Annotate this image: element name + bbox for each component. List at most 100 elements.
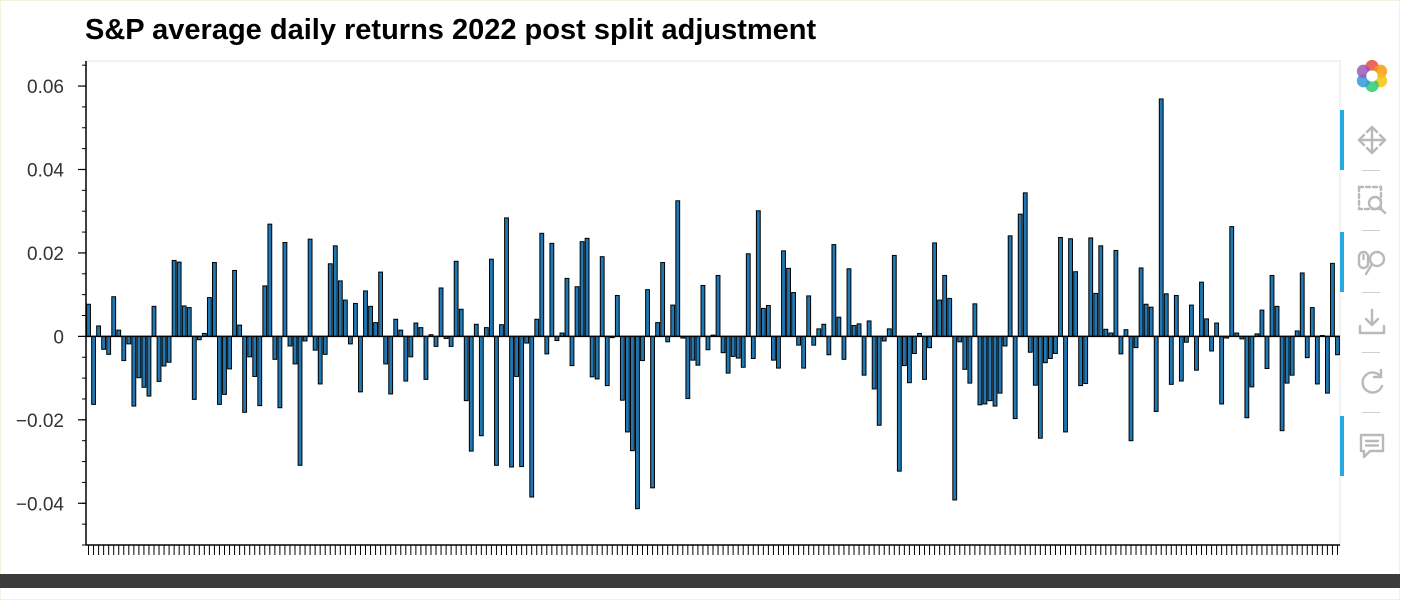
bar[interactable] [539,232,545,337]
bar[interactable] [413,322,419,337]
bar[interactable] [1299,272,1305,337]
box-zoom-icon[interactable] [1354,182,1390,218]
bar[interactable] [992,335,998,407]
bar[interactable] [675,200,681,337]
bar[interactable] [564,277,570,337]
bar[interactable] [186,307,192,337]
bar[interactable] [1088,237,1094,337]
bar[interactable] [982,335,988,405]
bar[interactable] [821,323,827,337]
bar[interactable] [116,329,122,337]
bar[interactable] [212,262,217,337]
bar[interactable] [1194,335,1199,371]
bar[interactable] [806,295,812,337]
bar[interactable] [237,324,243,337]
bar[interactable] [962,335,968,370]
bar[interactable] [483,327,489,337]
bar[interactable] [826,335,832,356]
bar[interactable] [866,320,872,337]
bar[interactable] [156,335,162,382]
bar[interactable] [604,335,610,387]
bar[interactable] [317,335,323,385]
bar[interactable] [786,267,791,337]
bar[interactable] [388,335,394,395]
bar[interactable] [106,335,112,355]
bar[interactable] [86,303,91,337]
bar[interactable] [1063,335,1068,433]
bar[interactable] [96,325,102,337]
bar[interactable] [1123,329,1129,337]
bar[interactable] [478,335,484,437]
bar[interactable] [1173,294,1179,337]
bar[interactable] [1199,281,1204,337]
bar[interactable] [801,335,807,369]
bar[interactable] [1042,335,1048,364]
bar[interactable] [494,335,499,466]
bar[interactable] [166,335,172,363]
bar[interactable] [1279,335,1285,432]
bar[interactable] [841,335,847,360]
pan-icon[interactable] [1354,122,1390,158]
bar[interactable] [579,241,585,337]
bar[interactable] [136,335,142,379]
bar[interactable] [725,335,731,374]
bar[interactable] [1209,335,1214,352]
bar[interactable] [347,335,353,345]
bar[interactable] [272,335,278,360]
bar[interactable] [181,305,187,337]
bar[interactable] [791,292,796,337]
bar[interactable] [1168,335,1174,385]
bar[interactable] [1058,236,1063,337]
bar[interactable] [665,335,671,343]
bar[interactable] [509,335,514,468]
bar[interactable] [146,335,152,397]
bar[interactable] [740,335,746,368]
bar[interactable] [765,305,771,337]
bar[interactable] [277,335,283,409]
bar[interactable] [217,335,222,405]
bar[interactable] [705,335,711,351]
bar[interactable] [907,335,912,384]
bar[interactable] [1259,309,1265,337]
bar[interactable] [771,335,776,361]
bar[interactable] [760,307,766,337]
bar[interactable] [297,335,303,466]
bar[interactable] [101,335,107,350]
bar[interactable] [141,335,147,388]
reset-icon[interactable] [1354,364,1390,400]
bar[interactable] [977,335,983,406]
bar[interactable] [1325,335,1330,394]
bar[interactable] [1068,238,1073,337]
bar[interactable] [337,280,343,337]
bar[interactable] [1158,98,1164,337]
bar[interactable] [91,335,96,405]
bar[interactable] [1012,335,1018,420]
bar[interactable] [776,335,781,369]
bar[interactable] [655,322,661,337]
bar[interactable] [1143,303,1149,337]
bar[interactable] [433,335,439,347]
bar[interactable] [584,237,590,337]
bar[interactable] [912,335,917,354]
bar[interactable] [1163,293,1169,337]
bar[interactable] [1053,335,1058,354]
bar[interactable] [599,256,605,337]
bar[interactable] [307,238,313,337]
bar[interactable] [252,335,258,377]
bar[interactable] [614,294,620,337]
bar[interactable] [131,335,137,407]
bar[interactable] [151,305,157,337]
bar[interactable] [126,335,132,345]
wheel-zoom-icon[interactable] [1354,244,1390,280]
bar[interactable] [373,322,378,337]
bar[interactable] [569,335,575,367]
bar[interactable] [1183,335,1189,343]
bar[interactable] [1309,307,1315,337]
bar[interactable] [1219,335,1225,405]
bar[interactable] [901,335,907,367]
bar[interactable] [529,335,535,498]
bar[interactable] [1229,226,1235,337]
bar[interactable] [519,335,525,468]
bar[interactable] [695,335,701,366]
bar[interactable] [715,274,721,337]
